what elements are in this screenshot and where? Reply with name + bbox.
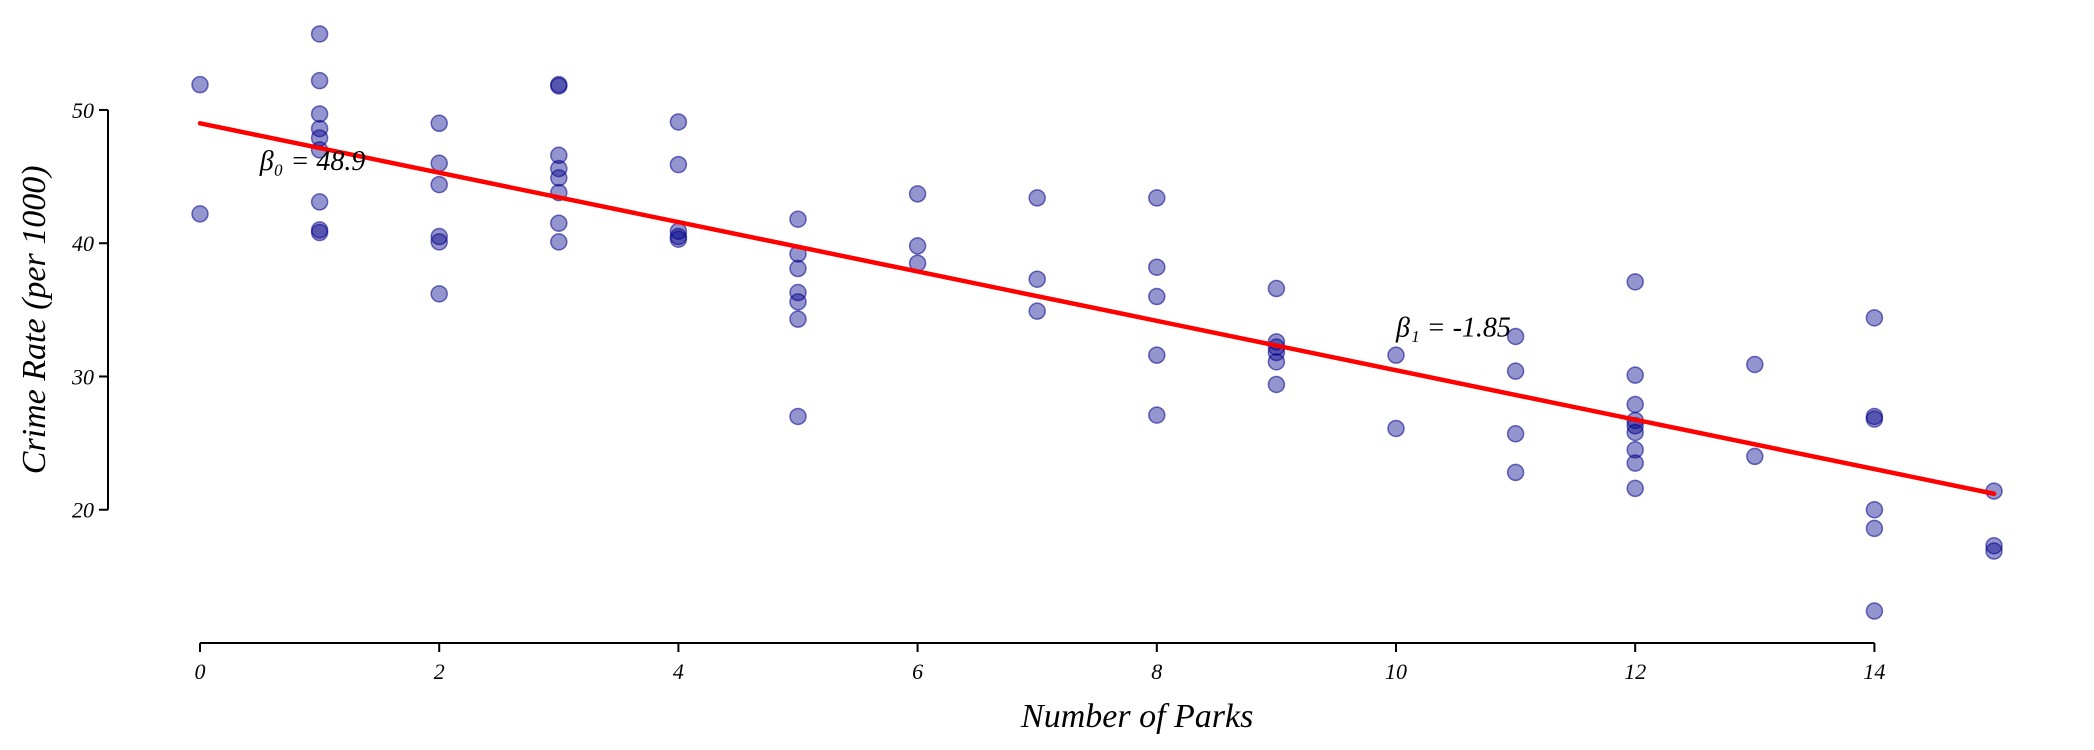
data-point (908, 185, 927, 203)
data-point (1148, 287, 1166, 306)
x-tick-label: 8 (1151, 659, 1162, 684)
data-point (310, 223, 329, 242)
y-tick-label: 40 (72, 231, 94, 256)
data-point (789, 210, 807, 228)
data-point (1626, 441, 1644, 459)
y-ticks: 20 30 40 50 (71, 98, 108, 523)
data-point (1626, 395, 1644, 414)
x-ticks: 0 2 4 6 8 10 12 14 (195, 643, 1885, 684)
data-point (789, 293, 807, 311)
coefficient-annotation: β₀ = 48.9 (259, 146, 366, 177)
annotations: β₀ = 48.9 β₁ = -1.85 (259, 146, 1511, 344)
data-point (430, 227, 448, 246)
data-point (669, 230, 688, 248)
data-point (1985, 536, 2003, 555)
data-point (1626, 423, 1644, 442)
data-point (669, 113, 688, 131)
data-point (1028, 270, 1046, 288)
x-tick-label: 14 (1863, 659, 1885, 684)
data-point (1387, 419, 1405, 438)
data-point (1865, 500, 1884, 519)
data-point (789, 259, 807, 278)
data-point (789, 310, 807, 328)
data-point (430, 154, 448, 173)
data-point (430, 285, 448, 303)
data-point (1506, 362, 1525, 380)
data-point (550, 169, 568, 187)
data-point (310, 193, 329, 211)
data-point (1148, 258, 1166, 276)
y-tick-label: 50 (72, 98, 94, 123)
x-tick-label: 10 (1385, 659, 1407, 684)
data-point (1148, 189, 1166, 207)
data-point (430, 114, 448, 133)
data-point (1865, 309, 1884, 327)
data-point (1746, 355, 1764, 374)
y-tick-label: 20 (72, 498, 94, 523)
x-tick-label: 4 (673, 659, 684, 684)
data-point (310, 25, 329, 43)
data-point (1865, 410, 1884, 428)
data-point (1028, 302, 1046, 320)
x-tick-label: 0 (195, 659, 206, 684)
data-point (1865, 602, 1884, 620)
x-tick-label: 2 (434, 659, 445, 684)
data-point (1626, 479, 1644, 498)
data-points (191, 25, 2003, 620)
y-axis-title: Crime Rate (per 1000) (16, 165, 53, 474)
data-point (1865, 519, 1884, 538)
x-tick-label: 6 (912, 659, 923, 684)
data-point (1387, 346, 1405, 364)
data-point (550, 146, 568, 165)
data-point (1267, 375, 1286, 394)
data-point (550, 77, 568, 95)
data-point (1148, 346, 1166, 364)
x-axis-title: Number of Parks (1020, 698, 1253, 735)
data-point (1506, 327, 1525, 346)
data-point (1506, 425, 1525, 443)
data-point (789, 407, 807, 426)
data-point (1746, 447, 1764, 466)
data-point (1148, 406, 1166, 424)
data-point (1267, 353, 1286, 371)
data-point (1626, 273, 1644, 291)
data-point (191, 205, 209, 223)
regression-line (197, 121, 1997, 496)
data-point (1626, 454, 1644, 472)
data-point (1267, 279, 1286, 298)
data-point (430, 175, 448, 194)
data-point (1028, 189, 1046, 207)
data-point (310, 119, 329, 138)
data-point (550, 233, 568, 251)
axes: 0 2 4 6 8 10 12 14 20 30 40 50 (71, 98, 1885, 684)
data-point (1626, 366, 1644, 384)
data-point (550, 159, 568, 178)
data-point (430, 233, 448, 251)
data-point (310, 105, 329, 123)
data-point (550, 214, 568, 232)
data-point (789, 283, 807, 302)
data-point (908, 237, 927, 255)
coefficient-annotation: β₁ = -1.85 (1395, 313, 1511, 344)
data-point (669, 155, 688, 174)
data-point (1985, 542, 2003, 560)
data-point (310, 71, 329, 90)
data-point (1506, 463, 1525, 482)
data-point (191, 75, 209, 94)
y-tick-label: 30 (71, 364, 94, 389)
x-tick-label: 12 (1624, 659, 1646, 684)
